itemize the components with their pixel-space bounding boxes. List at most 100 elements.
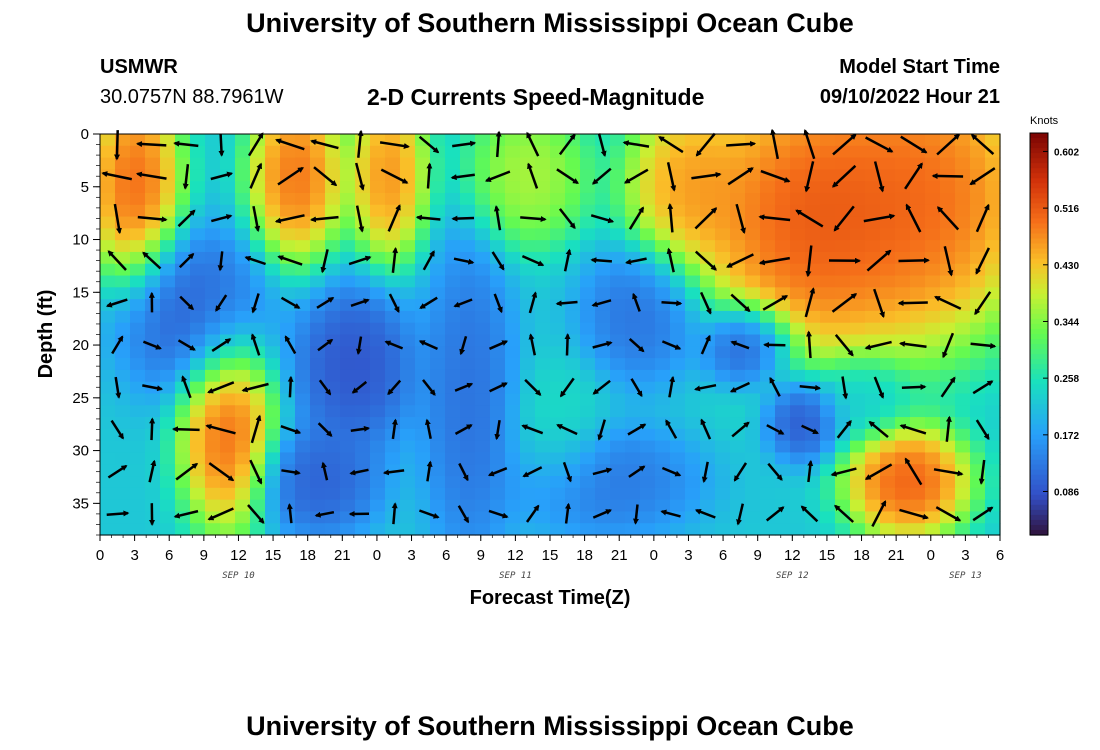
heatmap-cell	[805, 358, 821, 371]
heatmap-cell	[280, 393, 296, 406]
heatmap-cell	[325, 275, 341, 288]
heatmap-cell	[625, 263, 641, 277]
heatmap-cell	[160, 145, 176, 159]
heatmap-cell	[715, 322, 731, 336]
heatmap-cell	[460, 322, 476, 336]
heatmap-cell	[265, 275, 281, 288]
current-vector	[760, 169, 791, 183]
heatmap-cell	[775, 299, 791, 312]
heatmap-cell	[310, 310, 326, 324]
heatmap-cell	[850, 240, 866, 253]
heatmap-cell	[610, 417, 626, 430]
heatmap-cell	[265, 523, 281, 536]
heatmap-cell	[565, 358, 581, 371]
heatmap-cell	[895, 405, 911, 418]
heatmap-cell	[850, 428, 866, 442]
current-vector	[803, 128, 816, 160]
heatmap-cell	[925, 358, 941, 371]
heatmap-cell	[100, 287, 116, 300]
heatmap-cell	[595, 476, 611, 489]
heatmap-cell	[730, 523, 746, 536]
heatmap-cell	[775, 487, 791, 501]
heatmap-cell	[775, 523, 791, 536]
heatmap-cell	[715, 499, 731, 513]
heatmap-cell	[280, 228, 296, 241]
heatmap-cell	[475, 523, 491, 536]
heatmap-cell	[640, 322, 656, 336]
heatmap-cell	[115, 275, 131, 288]
heatmap-cell	[835, 310, 851, 324]
current-vector	[800, 505, 819, 523]
heatmap-cell	[580, 228, 596, 241]
current-vector	[321, 461, 329, 481]
heatmap-cell	[550, 134, 566, 147]
heatmap-cell	[610, 405, 626, 418]
heatmap-cell	[820, 487, 836, 501]
colorbar-segment	[1030, 374, 1048, 380]
heatmap-cell	[400, 523, 416, 536]
heatmap-cell	[760, 204, 776, 218]
heatmap-cell	[685, 275, 701, 288]
heatmap-cell	[610, 204, 626, 218]
heatmap-cell	[295, 157, 311, 170]
heatmap-cell	[490, 452, 506, 465]
heatmap-cell	[790, 487, 806, 501]
heatmap-cell	[865, 299, 881, 312]
heatmap-cell	[970, 405, 986, 418]
heatmap-cell	[115, 417, 131, 430]
heatmap-cell	[295, 358, 311, 371]
current-vector	[730, 293, 751, 313]
heatmap-cell	[175, 417, 191, 430]
heatmap-cell	[775, 310, 791, 324]
heatmap-cell	[715, 393, 731, 406]
heatmap-cell	[325, 487, 341, 501]
heatmap-cell	[190, 405, 206, 418]
heatmap-cell	[130, 428, 146, 442]
heatmap-cell	[610, 381, 626, 395]
heatmap-cell	[595, 251, 611, 265]
heatmap-cell	[235, 405, 251, 418]
current-vector	[107, 250, 127, 271]
heatmap-cell	[880, 511, 896, 524]
heatmap-cell	[115, 369, 131, 383]
heatmap-cell	[265, 487, 281, 501]
colorbar-segment	[1030, 268, 1048, 275]
heatmap-cell	[505, 511, 521, 524]
heatmap-cell	[415, 263, 431, 277]
heatmap-cell	[160, 240, 176, 253]
current-vector	[494, 419, 501, 441]
heatmap-cell	[385, 452, 401, 465]
current-vector	[700, 418, 712, 440]
heatmap-cell	[895, 157, 911, 170]
heatmap-cell	[685, 334, 701, 347]
heatmap-cell	[640, 476, 656, 489]
current-vector	[758, 256, 791, 266]
heatmap-cell	[895, 440, 911, 454]
current-vector	[830, 467, 857, 477]
heatmap-cell	[925, 275, 941, 288]
colorbar-segment	[1030, 168, 1048, 174]
heatmap-cell	[760, 523, 776, 536]
heatmap-cell	[415, 452, 431, 465]
y-tick-label: 25	[72, 390, 89, 407]
current-vector	[866, 249, 892, 272]
heatmap-cell	[145, 440, 161, 454]
heatmap-cell	[250, 192, 266, 206]
heatmap-cell	[565, 181, 581, 194]
heatmap-cell	[175, 358, 191, 371]
current-vector	[667, 203, 674, 233]
heatmap-cell	[205, 322, 221, 336]
current-vector	[597, 419, 606, 441]
heatmap-cell	[460, 145, 476, 159]
heatmap-cell	[745, 263, 761, 277]
heatmap-cell	[850, 523, 866, 536]
heatmap-cell	[760, 310, 776, 324]
heatmap-cell	[115, 192, 131, 206]
heatmap-cell	[640, 452, 656, 465]
heatmap-cell	[355, 157, 371, 170]
heatmap-cell	[130, 476, 146, 489]
heatmap-cell	[760, 393, 776, 406]
current-vector	[424, 418, 432, 440]
x-tick-label: 15	[819, 547, 836, 564]
heatmap-cell	[550, 310, 566, 324]
